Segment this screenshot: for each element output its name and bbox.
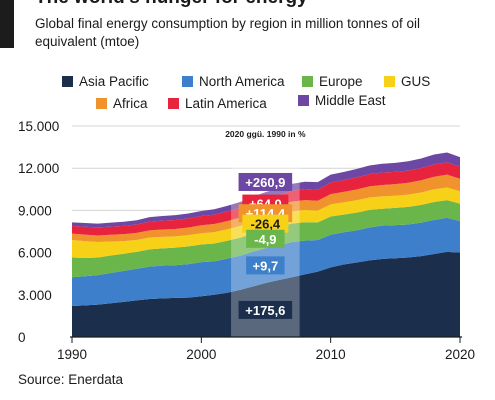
legend-swatch: [182, 76, 193, 87]
area-africa: [72, 174, 460, 243]
legend-item-north-america: North America: [182, 75, 285, 89]
legend-swatch: [298, 95, 309, 106]
legend-swatch: [62, 76, 73, 87]
annotation-label-box: [238, 300, 293, 319]
y-tick-label: 3.000: [18, 288, 52, 303]
title-accent-bar: [0, 0, 14, 48]
chart-legend: Asia Pacific North America Europe GUS Africa…: [0, 0, 495, 111]
annotation-label-europe: -4,9: [254, 232, 276, 247]
legend-label: Europe: [319, 74, 363, 89]
legend-label: North America: [199, 74, 285, 89]
legend-item-gus: GUS: [384, 75, 430, 89]
legend-swatch: [168, 98, 179, 109]
legend-swatch: [302, 76, 313, 87]
legend-swatch: [96, 98, 107, 109]
annotation-label-north-america: +9,7: [253, 258, 279, 273]
area-middle-east: [72, 152, 460, 228]
x-tick-label: 2000: [186, 347, 216, 362]
y-tick-label: 12.000: [18, 161, 59, 176]
annotation-label-gus: -26,4: [251, 217, 281, 232]
source-note: Source: Enerdata: [18, 372, 124, 387]
legend-item-middle-east: Middle East: [298, 94, 386, 108]
legend-label: Africa: [113, 96, 148, 111]
annotation-title: 2020 ggü. 1990 in %: [225, 129, 306, 139]
legend-item-africa: Africa: [96, 97, 148, 111]
annotation-label-middle-east: +260,9: [245, 175, 285, 190]
annotation-label-box: [242, 214, 289, 233]
y-tick-label: 0: [18, 330, 26, 345]
area-asia-pacific: [72, 251, 460, 337]
y-tick-label: 9.000: [18, 203, 52, 218]
x-tick-label: 2010: [316, 347, 346, 362]
annotation-label-box: [238, 172, 293, 191]
legend-label: Middle East: [315, 93, 386, 108]
legend-item-latin-america: Latin America: [168, 97, 267, 111]
chart-title: The world's hunger for energy: [35, 0, 308, 9]
legend-swatch: [384, 76, 395, 87]
annotation-label-asia-pacific: +175,6: [245, 303, 285, 318]
legend-item-europe: Europe: [302, 75, 363, 89]
legend-label: Asia Pacific: [79, 74, 149, 89]
legend-item-asia-pacific: Asia Pacific: [62, 75, 149, 89]
y-tick-label: 6.000: [18, 246, 52, 261]
legend-label: GUS: [401, 74, 431, 89]
annotation-label-box: [246, 229, 285, 248]
annotation-label-box: [246, 256, 285, 275]
legend-label: Latin America: [185, 96, 267, 111]
y-tick-label: 15.000: [18, 119, 59, 134]
x-tick-label: 1990: [57, 347, 87, 362]
chart-subtitle: Global final energy consumption by regio…: [35, 16, 420, 49]
x-tick-label: 2020: [445, 347, 475, 362]
